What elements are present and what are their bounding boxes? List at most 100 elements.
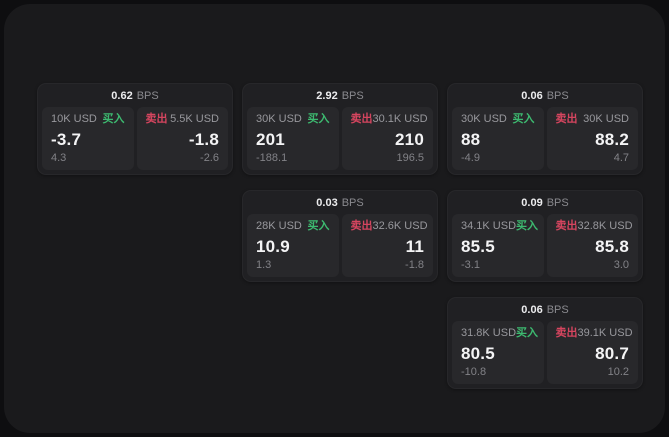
- card-header: 0.62 BPS: [38, 84, 232, 106]
- sell-panel[interactable]: 卖出 30K USD 88.2 4.7: [546, 107, 638, 170]
- quote-card: 2.92 BPS 30K USD 买入 201 -188.1 卖出 30.1K …: [242, 83, 438, 175]
- bps-unit: BPS: [136, 89, 159, 102]
- bps-value: 0.06: [521, 303, 543, 316]
- sell-tag: 卖出: [350, 113, 373, 125]
- sell-tag: 卖出: [555, 220, 578, 232]
- buy-amount: 30K USD: [461, 113, 507, 125]
- sell-tag: 卖出: [145, 113, 168, 125]
- sell-tag: 卖出: [555, 327, 578, 339]
- sell-panel[interactable]: 卖出 5.5K USD -1.8 -2.6: [136, 107, 228, 170]
- buy-tag: 买入: [307, 113, 330, 125]
- buy-tag: 买入: [512, 113, 535, 125]
- quote-card: 0.06 BPS 31.8K USD 买入 80.5 -10.8 卖出 39.1…: [447, 297, 643, 389]
- bps-unit: BPS: [341, 89, 364, 102]
- card-header: 0.06 BPS: [448, 298, 642, 320]
- sell-panel[interactable]: 卖出 39.1K USD 80.7 10.2: [546, 321, 638, 384]
- quote-card: 0.03 BPS 28K USD 买入 10.9 1.3 卖出 32.6K US…: [242, 190, 438, 282]
- buy-panel[interactable]: 31.8K USD 买入 80.5 -10.8: [452, 321, 544, 384]
- bps-value: 0.09: [521, 196, 543, 209]
- sell-top-row: 卖出 32.6K USD: [350, 220, 428, 232]
- card-header: 0.06 BPS: [448, 84, 642, 106]
- buy-amount: 28K USD: [256, 220, 302, 232]
- card-body: 10K USD 买入 -3.7 4.3 卖出 5.5K USD -1.8 -2.…: [38, 106, 232, 174]
- sell-tag: 卖出: [555, 113, 578, 125]
- buy-price: 10.9: [256, 236, 290, 256]
- buy-panel[interactable]: 30K USD 买入 201 -188.1: [247, 107, 339, 170]
- buy-panel[interactable]: 30K USD 买入 88 -4.9: [452, 107, 544, 170]
- sell-top-row: 卖出 30K USD: [556, 114, 630, 125]
- sell-amount: 30K USD: [583, 113, 629, 125]
- sell-change: 10.2: [607, 366, 629, 378]
- quote-card: 0.09 BPS 34.1K USD 买入 85.5 -3.1 卖出 32.8K…: [447, 190, 643, 282]
- bps-unit: BPS: [546, 303, 569, 316]
- card-body: 28K USD 买入 10.9 1.3 卖出 32.6K USD 11 -1.8: [243, 213, 437, 281]
- sell-amount: 39.1K USD: [577, 327, 633, 339]
- sell-amount: 32.6K USD: [372, 220, 428, 232]
- buy-tag: 买入: [102, 113, 125, 125]
- buy-panel[interactable]: 10K USD 买入 -3.7 4.3: [42, 107, 134, 170]
- buy-price: -3.7: [51, 129, 82, 149]
- sell-top-row: 卖出 30.1K USD: [350, 113, 428, 125]
- bps-unit: BPS: [341, 196, 364, 209]
- buy-price: 88: [461, 129, 481, 149]
- sell-price: 88.2: [595, 129, 629, 149]
- buy-top-row: 31.8K USD 买入: [461, 327, 539, 339]
- card-body: 30K USD 买入 88 -4.9 卖出 30K USD 88.2 4.7: [448, 106, 642, 174]
- buy-top-row: 30K USD 买入: [461, 114, 535, 125]
- buy-price: 201: [256, 129, 285, 149]
- buy-amount: 34.1K USD: [461, 220, 517, 232]
- buy-top-row: 34.1K USD 买入: [461, 220, 539, 232]
- quote-card: 0.62 BPS 10K USD 买入 -3.7 4.3 卖出 5.5K USD…: [37, 83, 233, 175]
- bps-value: 0.62: [111, 89, 133, 102]
- sell-top-row: 卖出 5.5K USD: [146, 114, 220, 125]
- buy-tag: 买入: [516, 220, 539, 232]
- sell-amount: 5.5K USD: [170, 113, 219, 125]
- card-body: 34.1K USD 买入 85.5 -3.1 卖出 32.8K USD 85.8…: [448, 213, 642, 281]
- sell-amount: 30.1K USD: [372, 113, 428, 125]
- buy-panel[interactable]: 28K USD 买入 10.9 1.3: [247, 214, 339, 277]
- card-header: 2.92 BPS: [243, 84, 437, 106]
- cards-grid: 0.62 BPS 10K USD 买入 -3.7 4.3 卖出 5.5K USD…: [37, 83, 643, 389]
- sell-panel[interactable]: 卖出 32.8K USD 85.8 3.0: [546, 214, 638, 277]
- sell-change: 196.5: [396, 152, 424, 164]
- bps-unit: BPS: [546, 89, 569, 102]
- buy-tag: 买入: [516, 327, 539, 339]
- sell-price: 80.7: [595, 343, 629, 363]
- quote-card: 0.06 BPS 30K USD 买入 88 -4.9 卖出 30K USD 8…: [447, 83, 643, 175]
- sell-top-row: 卖出 39.1K USD: [555, 327, 633, 339]
- buy-top-row: 28K USD 买入: [256, 221, 330, 232]
- sell-panel[interactable]: 卖出 30.1K USD 210 196.5: [341, 107, 433, 170]
- buy-change: -188.1: [256, 152, 288, 164]
- sell-price: -1.8: [188, 129, 219, 149]
- sell-amount: 32.8K USD: [577, 220, 633, 232]
- buy-panel[interactable]: 34.1K USD 买入 85.5 -3.1: [452, 214, 544, 277]
- sell-tag: 卖出: [350, 220, 373, 232]
- card-header: 0.03 BPS: [243, 191, 437, 213]
- buy-top-row: 10K USD 买入: [51, 114, 125, 125]
- sell-change: -1.8: [405, 259, 424, 271]
- buy-amount: 30K USD: [256, 113, 302, 125]
- quotes-panel: 0.62 BPS 10K USD 买入 -3.7 4.3 卖出 5.5K USD…: [4, 4, 665, 433]
- bps-unit: BPS: [546, 196, 569, 209]
- buy-price: 85.5: [461, 236, 495, 256]
- buy-price: 80.5: [461, 343, 495, 363]
- sell-price: 85.8: [595, 236, 629, 256]
- sell-panel[interactable]: 卖出 32.6K USD 11 -1.8: [341, 214, 433, 277]
- sell-change: 3.0: [613, 259, 629, 271]
- buy-change: -3.1: [461, 259, 480, 271]
- card-body: 31.8K USD 买入 80.5 -10.8 卖出 39.1K USD 80.…: [448, 320, 642, 388]
- buy-amount: 10K USD: [51, 113, 97, 125]
- sell-price: 210: [395, 129, 424, 149]
- buy-change: 1.3: [256, 259, 272, 271]
- buy-top-row: 30K USD 买入: [256, 114, 330, 125]
- sell-top-row: 卖出 32.8K USD: [555, 220, 633, 232]
- buy-tag: 买入: [307, 220, 330, 232]
- bps-value: 2.92: [316, 89, 338, 102]
- bps-value: 0.06: [521, 89, 543, 102]
- bps-value: 0.03: [316, 196, 338, 209]
- buy-change: 4.3: [51, 152, 67, 164]
- sell-price: 11: [405, 236, 424, 256]
- buy-change: -10.8: [461, 366, 487, 378]
- sell-change: 4.7: [613, 152, 629, 164]
